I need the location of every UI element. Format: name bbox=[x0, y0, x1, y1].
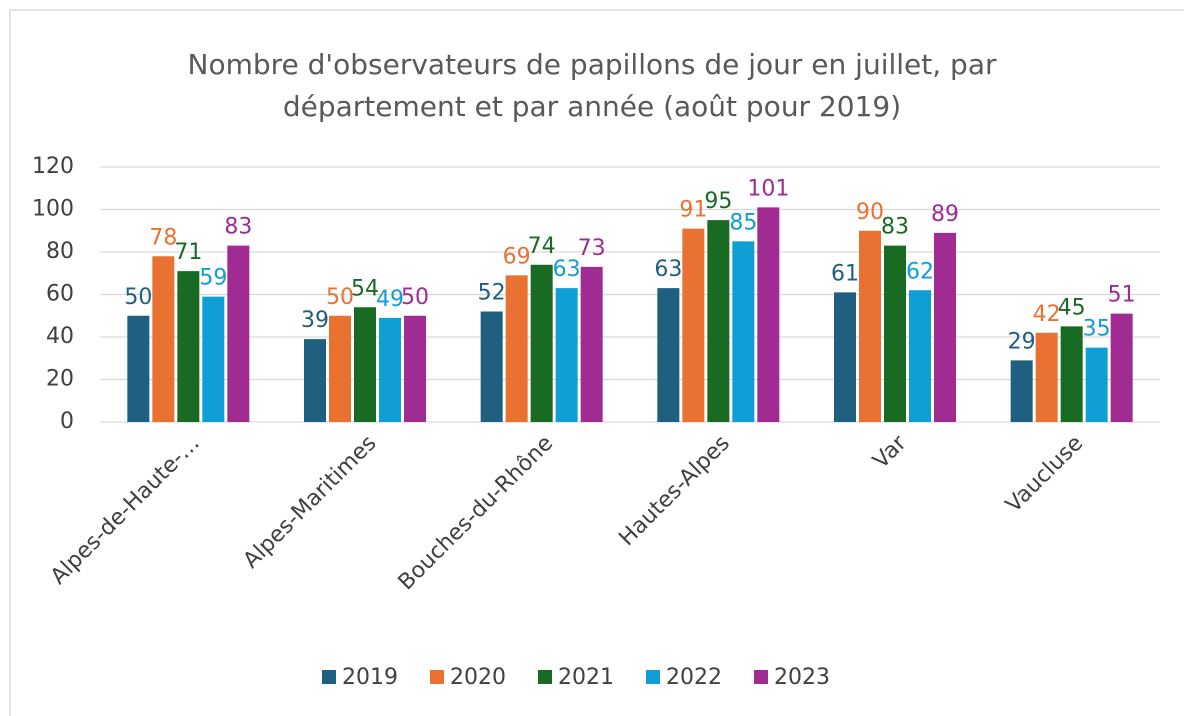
bar bbox=[354, 307, 376, 422]
data-label: 74 bbox=[528, 234, 556, 259]
legend-label: 2020 bbox=[450, 665, 506, 690]
data-label: 95 bbox=[704, 189, 732, 214]
chart-title: Nombre d'observateurs de papillons de jo… bbox=[187, 48, 997, 123]
data-label: 85 bbox=[729, 210, 757, 235]
data-label: 83 bbox=[224, 215, 252, 240]
bar bbox=[1060, 326, 1083, 422]
bar bbox=[480, 311, 503, 422]
bar bbox=[1010, 360, 1033, 422]
bar bbox=[177, 271, 200, 422]
legend-swatch bbox=[430, 670, 444, 684]
data-label: 69 bbox=[503, 244, 531, 269]
data-label: 90 bbox=[856, 200, 884, 225]
data-label: 45 bbox=[1058, 295, 1086, 320]
data-label: 73 bbox=[578, 236, 606, 261]
legend-swatch bbox=[322, 670, 336, 684]
bar bbox=[227, 245, 250, 422]
bar bbox=[1035, 332, 1058, 422]
legend-label: 2023 bbox=[774, 665, 830, 690]
data-label: 71 bbox=[174, 240, 202, 265]
y-tick-label: 120 bbox=[32, 154, 74, 179]
data-label: 91 bbox=[679, 198, 707, 223]
legend-swatch bbox=[754, 670, 768, 684]
bar bbox=[732, 241, 755, 422]
bar bbox=[884, 245, 906, 422]
bar bbox=[555, 288, 578, 422]
bar bbox=[329, 315, 351, 422]
bar bbox=[304, 339, 326, 422]
y-tick-label: 20 bbox=[46, 367, 74, 392]
data-label: 59 bbox=[199, 266, 227, 291]
y-tick-label: 100 bbox=[32, 197, 74, 222]
y-tick-label: 80 bbox=[46, 239, 74, 264]
bar bbox=[379, 317, 401, 422]
data-label: 52 bbox=[478, 281, 506, 306]
data-label: 61 bbox=[831, 261, 859, 286]
legend-swatch bbox=[646, 670, 660, 684]
legend-label: 2022 bbox=[666, 665, 722, 690]
data-label: 49 bbox=[376, 287, 404, 312]
data-label: 39 bbox=[301, 308, 329, 333]
data-label: 35 bbox=[1083, 317, 1111, 342]
data-label: 42 bbox=[1033, 302, 1061, 327]
data-label: 63 bbox=[654, 257, 682, 282]
bar bbox=[682, 228, 705, 422]
bar bbox=[909, 290, 931, 422]
bar bbox=[127, 315, 150, 422]
bar bbox=[580, 266, 603, 422]
legend-swatch bbox=[538, 670, 552, 684]
bar bbox=[657, 288, 680, 422]
bar bbox=[152, 256, 175, 422]
data-label: 50 bbox=[124, 285, 152, 310]
bar bbox=[834, 292, 856, 422]
data-label: 50 bbox=[401, 285, 429, 310]
data-label: 78 bbox=[149, 225, 177, 250]
data-label: 29 bbox=[1008, 329, 1036, 354]
data-label: 63 bbox=[553, 257, 581, 282]
data-label: 62 bbox=[906, 259, 934, 284]
bar bbox=[505, 275, 528, 422]
data-label: 51 bbox=[1108, 283, 1136, 308]
y-tick-label: 0 bbox=[60, 409, 74, 434]
data-label: 101 bbox=[747, 176, 789, 201]
bar bbox=[202, 296, 225, 422]
legend-label: 2019 bbox=[342, 665, 398, 690]
bar bbox=[1085, 347, 1108, 422]
y-tick-label: 40 bbox=[46, 324, 74, 349]
data-label: 89 bbox=[931, 202, 959, 227]
bar bbox=[530, 264, 553, 422]
bar bbox=[707, 220, 730, 422]
bar bbox=[859, 230, 881, 422]
legend-label: 2021 bbox=[558, 665, 614, 690]
bar bbox=[934, 232, 956, 422]
bar bbox=[404, 315, 426, 422]
data-label: 83 bbox=[881, 215, 909, 240]
data-label: 50 bbox=[326, 285, 354, 310]
data-label: 54 bbox=[351, 276, 379, 301]
bar bbox=[1110, 313, 1133, 422]
y-tick-label: 60 bbox=[46, 282, 74, 307]
bar bbox=[757, 207, 780, 422]
